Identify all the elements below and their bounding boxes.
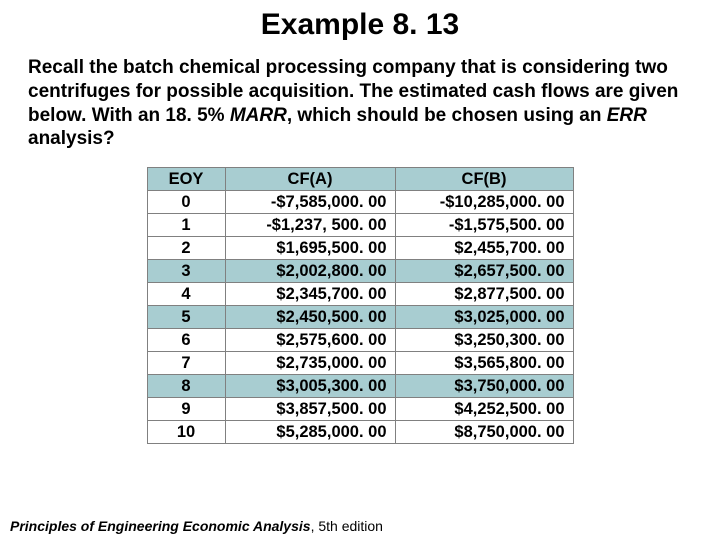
- cell-cfa: $2,575,600. 00: [225, 329, 395, 352]
- cell-cfb: $3,025,000. 00: [395, 306, 573, 329]
- header-cfa: CF(A): [225, 168, 395, 191]
- problem-statement: Recall the batch chemical processing com…: [0, 42, 720, 161]
- cell-cfb: $2,455,700. 00: [395, 237, 573, 260]
- cell-eoy: 3: [147, 260, 225, 283]
- cashflow-table: EOY CF(A) CF(B) 0-$7,585,000. 00-$10,285…: [147, 167, 574, 444]
- cell-cfa: $2,450,500. 00: [225, 306, 395, 329]
- body-p2: , which should be chosen using an: [287, 105, 607, 126]
- footer: Principles of Engineering Economic Analy…: [10, 518, 383, 534]
- body-p3: analysis?: [28, 128, 115, 149]
- marr-term: MARR: [230, 105, 287, 126]
- cell-eoy: 1: [147, 214, 225, 237]
- table-row: 7$2,735,000. 00$3,565,800. 00: [147, 352, 573, 375]
- table-header-row: EOY CF(A) CF(B): [147, 168, 573, 191]
- cell-cfb: $2,657,500. 00: [395, 260, 573, 283]
- footer-book: Principles of Engineering Economic Analy…: [10, 518, 311, 534]
- table-row: 6$2,575,600. 00$3,250,300. 00: [147, 329, 573, 352]
- cell-cfa: $3,005,300. 00: [225, 375, 395, 398]
- cell-cfa: -$1,237, 500. 00: [225, 214, 395, 237]
- cell-cfb: $3,565,800. 00: [395, 352, 573, 375]
- cell-eoy: 0: [147, 191, 225, 214]
- cell-cfa: -$7,585,000. 00: [225, 191, 395, 214]
- table-row: 8$3,005,300. 00$3,750,000. 00: [147, 375, 573, 398]
- header-eoy: EOY: [147, 168, 225, 191]
- table-row: 5$2,450,500. 00$3,025,000. 00: [147, 306, 573, 329]
- cell-eoy: 6: [147, 329, 225, 352]
- table-body: 0-$7,585,000. 00-$10,285,000. 001-$1,237…: [147, 191, 573, 444]
- table-row: 10$5,285,000. 00$8,750,000. 00: [147, 421, 573, 444]
- cell-cfa: $5,285,000. 00: [225, 421, 395, 444]
- cell-cfb: $3,750,000. 00: [395, 375, 573, 398]
- cell-cfb: -$1,575,500. 00: [395, 214, 573, 237]
- err-term: ERR: [607, 105, 647, 126]
- cell-eoy: 7: [147, 352, 225, 375]
- cell-eoy: 2: [147, 237, 225, 260]
- table-container: EOY CF(A) CF(B) 0-$7,585,000. 00-$10,285…: [0, 167, 720, 444]
- cell-cfb: -$10,285,000. 00: [395, 191, 573, 214]
- cell-eoy: 5: [147, 306, 225, 329]
- header-cfb: CF(B): [395, 168, 573, 191]
- table-row: 9$3,857,500. 00$4,252,500. 00: [147, 398, 573, 421]
- cell-eoy: 10: [147, 421, 225, 444]
- cell-cfa: $1,695,500. 00: [225, 237, 395, 260]
- table-row: 1-$1,237, 500. 00-$1,575,500. 00: [147, 214, 573, 237]
- table-row: 4$2,345,700. 00$2,877,500. 00: [147, 283, 573, 306]
- cell-cfb: $8,750,000. 00: [395, 421, 573, 444]
- footer-edition: , 5th edition: [311, 518, 383, 534]
- cell-cfb: $2,877,500. 00: [395, 283, 573, 306]
- cell-cfa: $2,345,700. 00: [225, 283, 395, 306]
- cell-cfb: $3,250,300. 00: [395, 329, 573, 352]
- page-title: Example 8. 13: [0, 0, 720, 42]
- cell-eoy: 8: [147, 375, 225, 398]
- cell-cfb: $4,252,500. 00: [395, 398, 573, 421]
- cell-eoy: 4: [147, 283, 225, 306]
- table-row: 2$1,695,500. 00$2,455,700. 00: [147, 237, 573, 260]
- cell-cfa: $3,857,500. 00: [225, 398, 395, 421]
- cell-cfa: $2,735,000. 00: [225, 352, 395, 375]
- cell-eoy: 9: [147, 398, 225, 421]
- table-row: 0-$7,585,000. 00-$10,285,000. 00: [147, 191, 573, 214]
- table-row: 3$2,002,800. 00$2,657,500. 00: [147, 260, 573, 283]
- cell-cfa: $2,002,800. 00: [225, 260, 395, 283]
